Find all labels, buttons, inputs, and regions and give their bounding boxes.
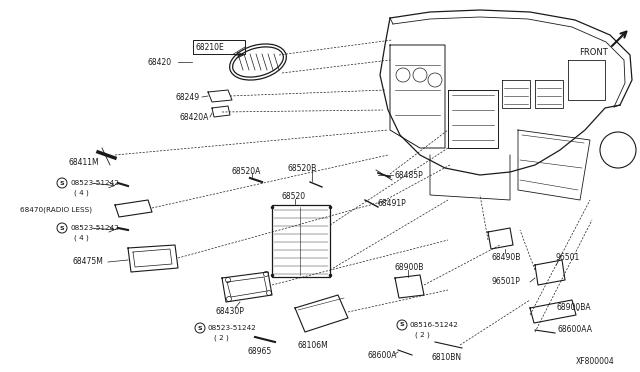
Text: 68490B: 68490B — [492, 253, 522, 262]
Text: 96501P: 96501P — [492, 278, 521, 286]
Bar — [272, 205, 330, 277]
Text: 68249: 68249 — [175, 93, 199, 102]
Text: 68420A: 68420A — [180, 112, 209, 122]
Text: 6810BN: 6810BN — [432, 353, 462, 362]
Text: 68600A: 68600A — [368, 350, 397, 359]
Text: 68420: 68420 — [148, 58, 172, 67]
Text: FRONT: FRONT — [579, 48, 608, 57]
Text: 96501: 96501 — [556, 253, 580, 263]
Text: 68485P: 68485P — [395, 170, 424, 180]
Text: 08523-51242: 08523-51242 — [70, 225, 119, 231]
Text: 68600AA: 68600AA — [558, 326, 593, 334]
Text: ( 2 ): ( 2 ) — [415, 332, 429, 338]
Text: 08516-51242: 08516-51242 — [410, 322, 459, 328]
Bar — [193, 40, 245, 54]
Text: S: S — [60, 225, 64, 231]
Text: 68491P: 68491P — [378, 199, 407, 208]
Text: S: S — [198, 326, 202, 330]
Text: ( 4 ): ( 4 ) — [74, 235, 89, 241]
Text: 68520B: 68520B — [288, 164, 317, 173]
Text: XF800004: XF800004 — [576, 357, 615, 366]
Text: 08523-51242: 08523-51242 — [208, 325, 257, 331]
Text: 68520: 68520 — [282, 192, 306, 201]
Text: 68965: 68965 — [248, 347, 272, 356]
Text: 68520A: 68520A — [232, 167, 261, 176]
Text: 68106M: 68106M — [298, 340, 329, 350]
Text: 68900B: 68900B — [395, 263, 424, 273]
Text: 68210E: 68210E — [196, 42, 225, 51]
Text: 68470(RADIO LESS): 68470(RADIO LESS) — [20, 207, 92, 213]
Text: 08523-51242: 08523-51242 — [70, 180, 119, 186]
Text: 68411M: 68411M — [68, 157, 99, 167]
Text: 68900BA: 68900BA — [557, 304, 591, 312]
Text: S: S — [60, 180, 64, 186]
Text: 68430P: 68430P — [215, 308, 244, 317]
Text: ( 2 ): ( 2 ) — [214, 335, 228, 341]
Text: 68475M: 68475M — [72, 257, 103, 266]
Text: ( 4 ): ( 4 ) — [74, 190, 89, 196]
Text: S: S — [400, 323, 404, 327]
